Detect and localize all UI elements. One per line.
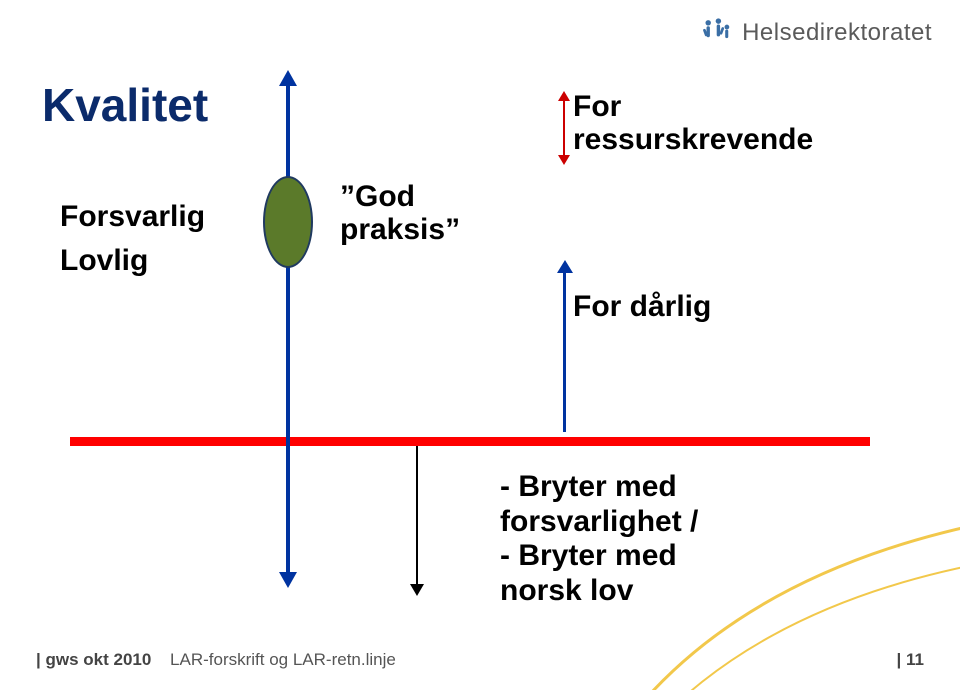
slide-title: Kvalitet (42, 78, 208, 132)
for-ress-line1: For (573, 90, 813, 123)
footer: | gws okt 2010 LAR-forskrift og LAR-retn… (0, 630, 960, 690)
footer-page-number: | 11 (897, 650, 924, 670)
footer-left-bold: | gws okt 2010 (36, 650, 151, 669)
logo: Helsedirektoratet (698, 16, 932, 50)
slide: Helsedirektoratet Kvalitet Forsvarlig Lo… (0, 0, 960, 690)
label-god-praksis: ”God praksis” (340, 180, 460, 246)
ressurskrevende-arrow (563, 100, 565, 156)
threshold-line (70, 437, 870, 446)
for-darlig-arrow (563, 272, 566, 432)
left-labels: Forsvarlig Lovlig (60, 200, 205, 288)
god-praksis-line2: praksis” (340, 213, 460, 246)
main-axis-arrow (286, 84, 290, 574)
label-forsvarlig: Forsvarlig (60, 200, 205, 234)
god-praksis-node (263, 176, 313, 268)
god-praksis-line1: ”God (340, 180, 460, 213)
bryter-line1: - Bryter med (500, 470, 698, 505)
logo-text: Helsedirektoratet (742, 19, 932, 47)
footer-left: | gws okt 2010 LAR-forskrift og LAR-retn… (36, 650, 396, 670)
label-for-darlig: For dårlig (573, 290, 711, 324)
footer-left-sub: LAR-forskrift og LAR-retn.linje (170, 650, 396, 669)
bryter-arrow (416, 446, 418, 586)
logo-mark-icon (698, 16, 732, 50)
label-for-ressurskrevende: For ressurskrevende (573, 90, 813, 156)
for-ress-line2: ressurskrevende (573, 123, 813, 156)
label-lovlig: Lovlig (60, 244, 205, 278)
